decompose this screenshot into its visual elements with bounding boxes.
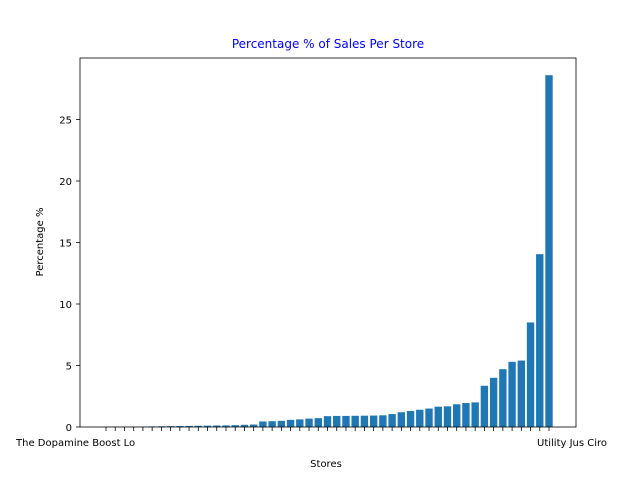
bar xyxy=(480,385,489,427)
bar xyxy=(369,415,378,427)
bar xyxy=(296,419,304,427)
bar xyxy=(342,415,350,427)
x-tick-label-last: Utility Jus Ciro xyxy=(537,438,607,449)
bar xyxy=(231,425,239,427)
x-axis-label: Stores xyxy=(310,459,342,470)
bar xyxy=(249,424,258,427)
bar xyxy=(517,360,526,427)
x-axis-ticks xyxy=(105,427,550,431)
bar xyxy=(536,254,544,427)
bar xyxy=(323,416,332,427)
bar xyxy=(286,419,295,427)
chart-title: Percentage % of Sales Per Store xyxy=(232,37,424,51)
y-tick-label: 25 xyxy=(59,116,72,127)
bar xyxy=(443,406,452,427)
plot-frame xyxy=(79,57,577,428)
bar xyxy=(425,408,433,427)
bar xyxy=(351,415,359,427)
x-tick-label-first: The Dopamine Boost Lo xyxy=(15,438,135,449)
bar xyxy=(166,426,175,427)
bar xyxy=(185,425,193,427)
bar xyxy=(305,418,313,427)
bar xyxy=(434,406,442,427)
bar xyxy=(333,415,341,427)
bar xyxy=(222,425,230,427)
bar xyxy=(277,420,286,427)
y-axis-label: Percentage % xyxy=(35,208,46,277)
bar xyxy=(259,421,267,427)
bar xyxy=(499,369,507,427)
bar xyxy=(545,75,553,427)
bar xyxy=(508,361,516,427)
bar xyxy=(453,404,461,427)
bar xyxy=(176,426,184,427)
bar xyxy=(379,415,387,427)
y-tick-label: 10 xyxy=(59,300,72,311)
bar xyxy=(462,403,470,427)
bar xyxy=(489,377,498,427)
bar xyxy=(388,414,396,427)
y-tick-label: 20 xyxy=(59,177,72,188)
bar xyxy=(360,415,369,427)
bar xyxy=(268,421,276,427)
bar xyxy=(397,412,406,427)
bar xyxy=(314,418,322,427)
bar xyxy=(203,425,212,427)
bar xyxy=(471,402,479,427)
bars-group xyxy=(102,75,553,427)
y-tick-label: 0 xyxy=(66,423,72,434)
bar xyxy=(240,424,249,427)
bar xyxy=(526,322,535,427)
y-axis-ticks: 0 5 10 15 20 25 xyxy=(59,116,80,434)
bar xyxy=(406,411,415,427)
bar xyxy=(213,425,221,427)
y-tick-label: 15 xyxy=(59,239,72,250)
bar xyxy=(416,409,424,427)
bar xyxy=(194,425,202,427)
y-tick-label: 5 xyxy=(66,362,72,373)
